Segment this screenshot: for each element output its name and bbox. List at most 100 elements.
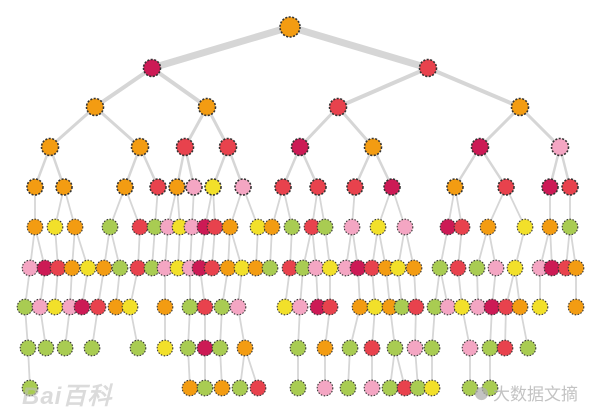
tree-node-yellow [321,259,339,277]
tree-node-orange [26,218,44,236]
tree-node-green [16,298,34,316]
tree-node-orange [66,218,84,236]
tree-node-green [386,339,404,357]
tree-node-orange [236,339,254,357]
baidu-baike-watermark-text: Bai百科 [22,383,113,410]
tree-node-orange [279,16,301,38]
tree-node-orange [130,137,150,157]
tree-node-green [423,339,441,357]
tree-node-orange [316,339,334,357]
tree-node-green [211,339,229,357]
tree-node-green [261,259,279,277]
tree-node-pink [461,339,479,357]
tree-node-green [481,339,499,357]
tree-node-crimson [383,178,401,196]
tree-node-red [363,259,381,277]
tree-node-red [346,178,364,196]
tree-node-green [316,218,334,236]
tree-node-crimson [290,137,310,157]
tree-edge [478,105,522,149]
tree-node-red [274,178,292,196]
tree-node-green [289,379,307,397]
tree-edge [93,66,154,109]
tree-node-red [418,58,438,78]
tree-node-green [468,259,486,277]
wechat-icon: ● [474,382,489,403]
tree-node-green [179,339,197,357]
tree-node-pink [363,379,381,397]
tree-node-green [519,339,537,357]
tree-node-red [131,218,149,236]
tree-node-orange [181,379,199,397]
tree-node-red [497,298,515,316]
tree-node-green [283,218,301,236]
tree-node-crimson [439,218,457,236]
tree-node-red [321,298,339,316]
tree-edge [150,66,209,109]
tree-node-green [289,339,307,357]
tree-node-yellow [276,298,294,316]
tree-node-crimson [541,178,559,196]
tree-node-pink [185,178,203,196]
tree-node-pink [487,259,505,277]
tree-node-green [431,259,449,277]
baidu-baike-watermark: Bai百科 [22,376,112,411]
tree-node-orange [197,97,217,117]
tree-node-green [213,298,231,316]
tree-node-pink [229,298,247,316]
tree-node-crimson [349,259,367,277]
tree-node-orange [95,259,113,277]
tree-edge [336,66,430,109]
tree-node-orange [116,178,134,196]
tree-node-pink [550,137,570,157]
tree-node-orange [351,298,369,316]
tree-node-orange [219,259,237,277]
tree-node-orange [63,259,81,277]
tree-node-crimson [483,298,501,316]
tree-edge [426,66,522,109]
tree-node-red [218,137,238,157]
tree-node-green [231,379,249,397]
tree-node-yellow [121,298,139,316]
tree-node-yellow [506,259,524,277]
tree-node-orange [567,259,585,277]
tree-node-orange [213,379,231,397]
tree-node-red [175,137,195,157]
tree-node-crimson [543,259,561,277]
tree-node-yellow [204,178,222,196]
tree-node-yellow [249,218,267,236]
tree-node-green [561,218,579,236]
tree-node-red [196,298,214,316]
tree-node-yellow [366,298,384,316]
tree-node-pink [469,298,487,316]
tree-node-orange [263,218,281,236]
tree-node-green [409,379,427,397]
tree-edge [48,105,97,149]
tree-node-orange [168,178,186,196]
tree-node-pink [343,218,361,236]
tree-node-pink [406,339,424,357]
tree-node-green [111,259,129,277]
tree-node-red [453,218,471,236]
tree-node-green [381,379,399,397]
tree-node-orange [107,298,125,316]
tree-node-orange [479,218,497,236]
tree-node-orange [221,218,239,236]
tree-node-yellow [531,298,549,316]
tree-node-yellow [79,259,97,277]
tree-node-orange [405,259,423,277]
tree-node-red [89,298,107,316]
tree-node-red [203,259,221,277]
tree-edge [93,105,142,149]
tree-node-red [496,339,514,357]
tree-node-pink [316,379,334,397]
tree-node-yellow [156,339,174,357]
tree-node-yellow [233,259,251,277]
tree-node-orange [567,298,585,316]
tree-node-orange [541,218,559,236]
tree-node-green [19,339,37,357]
tree-node-orange [85,97,105,117]
tree-node-yellow [369,218,387,236]
tree-node-green [56,339,74,357]
